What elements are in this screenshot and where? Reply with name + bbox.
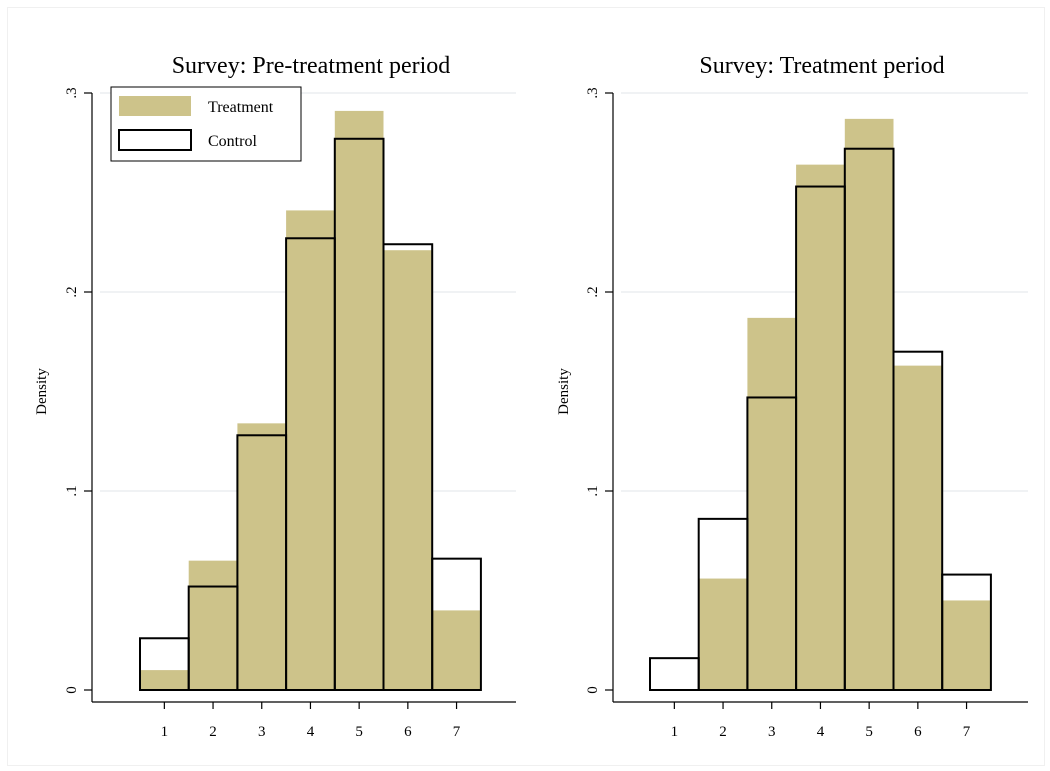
x-tick-label: 5: [865, 724, 873, 740]
y-tick-label: 0: [64, 686, 80, 694]
chart-title: Survey: Treatment period: [699, 53, 944, 79]
bar-treatment: [942, 600, 991, 690]
bar-treatment: [188, 560, 238, 690]
bar-treatment: [286, 210, 335, 690]
bar-control: [649, 657, 700, 691]
legend: Treatment Control: [110, 86, 302, 162]
y-tick-label: .2: [585, 286, 601, 297]
bar-treatment: [383, 250, 433, 690]
bar-treatment: [140, 670, 189, 690]
y-tick-label: .1: [64, 485, 80, 496]
x-tick-label: 2: [209, 724, 217, 740]
y-tick-label: .3: [64, 87, 80, 98]
x-tick-label: 1: [671, 724, 679, 740]
bar-treatment: [844, 118, 894, 691]
x-tick-label: 5: [355, 724, 363, 740]
x-tick-label: 7: [963, 724, 971, 740]
bar-treatment: [432, 610, 481, 690]
bar-treatment: [698, 578, 748, 690]
x-tick-label: 7: [453, 724, 461, 740]
figure-frame: Survey: Pre-treatment period Density 0 .1 .2…: [7, 7, 1045, 766]
x-tick-label: 1: [161, 724, 169, 740]
x-tick-label: 6: [914, 724, 922, 740]
legend-swatch-treatment: [119, 96, 191, 116]
bar-control: [892, 350, 944, 691]
bar-control: [941, 573, 992, 692]
chart-title: Survey: Pre-treatment period: [172, 53, 451, 79]
x-tick-label: 3: [768, 724, 776, 740]
bar-control: [431, 557, 482, 691]
y-axis-label: Density: [556, 368, 572, 415]
y-tick-label: .1: [585, 485, 601, 496]
panel-pre-treatment: Survey: Pre-treatment period Density 0 .1 .2…: [34, 53, 516, 740]
x-tick-label: 6: [404, 724, 412, 740]
panel-treatment: Survey: Treatment period Density 0 .1 .2 .3 1 2…: [556, 53, 1028, 740]
y-axis-label: Density: [34, 368, 50, 415]
bar-treatment: [237, 423, 287, 690]
x-tick-label: 4: [307, 724, 315, 740]
legend-label-treatment: Treatment: [208, 99, 274, 116]
x-tick-label: 3: [258, 724, 266, 740]
bar-treatment: [747, 317, 797, 690]
legend-label-control: Control: [208, 133, 257, 150]
y-tick-label: 0: [585, 686, 601, 694]
y-tick-label: .2: [64, 286, 80, 297]
bar-treatment: [893, 365, 943, 690]
x-tick-label: 2: [719, 724, 727, 740]
histogram-figure: Survey: Pre-treatment period Density 0 .1 .2…: [34, 53, 1028, 740]
y-tick-label: .3: [585, 87, 601, 98]
bar-treatment: [796, 164, 845, 690]
bar-treatment: [334, 110, 384, 690]
x-tick-label: 4: [817, 724, 825, 740]
legend-swatch-control: [118, 129, 192, 151]
bar-control: [382, 243, 434, 692]
